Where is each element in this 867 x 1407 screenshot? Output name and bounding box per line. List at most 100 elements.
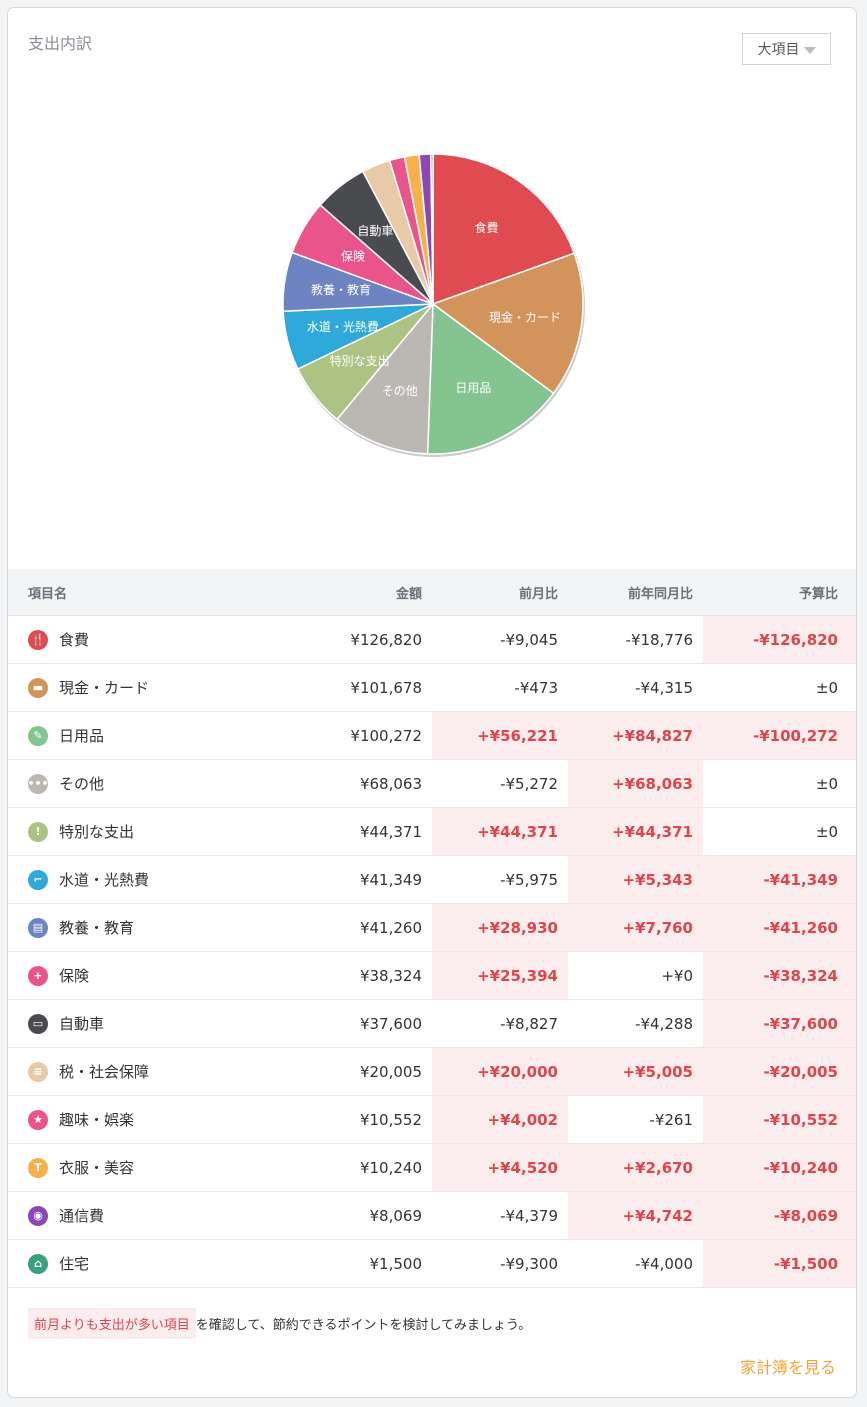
ellipsis-icon: ••• bbox=[27, 773, 49, 794]
cell-mom: -¥9,300 bbox=[500, 1254, 558, 1273]
cell-mom: +¥4,520 bbox=[432, 1144, 568, 1191]
cell-yoy: -¥18,776 bbox=[625, 630, 693, 649]
faucet-icon: ⌐ bbox=[28, 869, 48, 890]
cell-yoy: -¥261 bbox=[649, 1110, 693, 1129]
cell-amount: ¥68,063 bbox=[359, 774, 422, 793]
fork-knife-icon: 🍴 bbox=[28, 629, 48, 650]
cell-yoy: +¥44,371 bbox=[568, 808, 703, 855]
exclamation-icon: ! bbox=[28, 821, 48, 842]
category-name: 住宅 bbox=[59, 1255, 90, 1273]
cell-yoy: -¥4,315 bbox=[635, 678, 693, 697]
table-row[interactable]: ≡ 税・社会保障 ¥20,005 +¥20,000 +¥5,005 -¥20,00… bbox=[8, 1048, 856, 1096]
category-name: 趣味・娯楽 bbox=[59, 1111, 135, 1129]
table-row[interactable]: + 保険 ¥38,324 +¥25,394 +¥0 -¥38,324 bbox=[8, 952, 856, 1000]
cell-amount: ¥101,678 bbox=[350, 678, 422, 697]
cell-name: ! 特別な支出 bbox=[8, 808, 308, 855]
cell-yoy: +¥5,005 bbox=[568, 1048, 703, 1095]
pie-label: 特別な支出 bbox=[330, 353, 390, 368]
cell-yoy: +¥84,827 bbox=[568, 712, 703, 759]
cell-mom: -¥8,827 bbox=[500, 1014, 558, 1033]
pie-label: 自動車 bbox=[357, 224, 393, 238]
cell-name: ▭ 自動車 bbox=[8, 1000, 308, 1047]
category-name: 保険 bbox=[59, 967, 90, 985]
medical-icon: + bbox=[28, 965, 48, 986]
cell-name: ◉ 通信費 bbox=[8, 1192, 308, 1239]
pie-slice[interactable] bbox=[430, 153, 434, 305]
cell-name: ••• その他 bbox=[8, 760, 308, 807]
cell-budget: -¥41,349 bbox=[703, 856, 856, 903]
cell-mom: -¥473 bbox=[514, 678, 558, 697]
chevron-down-icon bbox=[803, 46, 816, 54]
category-name: 食費 bbox=[59, 631, 90, 649]
table-row[interactable]: ⌐ 水道・光熱費 ¥41,349 -¥5,975 +¥5,343 -¥41,349 bbox=[8, 856, 856, 904]
cell-name: ★ 趣味・娯楽 bbox=[8, 1096, 308, 1143]
star-icon: ★ bbox=[28, 1109, 48, 1130]
cell-budget: -¥100,272 bbox=[703, 712, 856, 759]
cell-name: ≡ 税・社会保障 bbox=[8, 1048, 308, 1095]
table-row[interactable]: ! 特別な支出 ¥44,371 +¥44,371 +¥44,371 ±0 bbox=[8, 808, 856, 856]
cell-budget: -¥1,500 bbox=[703, 1240, 856, 1287]
category-name: 水道・光熱費 bbox=[59, 871, 150, 889]
pie-label: その他 bbox=[382, 384, 418, 398]
table-row[interactable]: ▭ 自動車 ¥37,600 -¥8,827 -¥4,288 -¥37,600 bbox=[8, 1000, 856, 1048]
header-name: 項目名 bbox=[28, 586, 68, 602]
cell-budget: -¥8,069 bbox=[703, 1192, 856, 1239]
cell-yoy: -¥4,000 bbox=[635, 1254, 693, 1273]
cell-name: T 衣服・美容 bbox=[8, 1144, 308, 1191]
header-budget: 予算比 bbox=[798, 586, 838, 602]
cell-amount: ¥20,005 bbox=[359, 1062, 422, 1081]
header-mom: 前月比 bbox=[518, 586, 558, 602]
table-row[interactable]: ▬ 現金・カード ¥101,678 -¥473 -¥4,315 ±0 bbox=[8, 664, 856, 712]
cell-mom: -¥9,045 bbox=[500, 630, 558, 649]
cell-mom: +¥4,002 bbox=[432, 1096, 568, 1143]
cell-budget: -¥38,324 bbox=[703, 952, 856, 999]
table-row[interactable]: ✎ 日用品 ¥100,272 +¥56,221 +¥84,827 -¥100,27… bbox=[8, 712, 856, 760]
table-row[interactable]: ▤ 教養・教育 ¥41,260 +¥28,930 +¥7,760 -¥41,260 bbox=[8, 904, 856, 952]
category-name: 現金・カード bbox=[59, 679, 150, 697]
pie-slice[interactable] bbox=[432, 153, 576, 306]
cell-name: ✎ 日用品 bbox=[8, 712, 308, 759]
cell-yoy: +¥0 bbox=[661, 966, 693, 985]
pie-label: 現金・カード bbox=[489, 310, 561, 325]
shirt-icon: T bbox=[28, 1157, 48, 1178]
table-row[interactable]: ★ 趣味・娯楽 ¥10,552 +¥4,002 -¥261 -¥10,552 bbox=[8, 1096, 856, 1144]
cell-mom: +¥25,394 bbox=[432, 952, 568, 999]
coins-icon: ≡ bbox=[28, 1061, 48, 1082]
pie-slice[interactable] bbox=[431, 252, 584, 395]
cell-name: ▬ 現金・カード bbox=[8, 664, 308, 711]
cell-amount: ¥41,260 bbox=[359, 918, 422, 937]
pie-label: 教養・教育 bbox=[311, 282, 371, 297]
cell-yoy: -¥4,288 bbox=[635, 1014, 693, 1033]
pie-slice[interactable] bbox=[426, 302, 555, 455]
table-row[interactable]: ◉ 通信費 ¥8,069 -¥4,379 +¥4,742 -¥8,069 bbox=[8, 1192, 856, 1240]
table-row[interactable]: ••• その他 ¥68,063 -¥5,272 +¥68,063 ±0 bbox=[8, 760, 856, 808]
view-household-book-link[interactable]: 家計簿を見る bbox=[739, 1358, 836, 1377]
cell-amount: ¥41,349 bbox=[359, 870, 422, 889]
table-row[interactable]: 🍴 食費 ¥126,820 -¥9,045 -¥18,776 -¥126,820 bbox=[8, 616, 856, 664]
car-icon: ▭ bbox=[28, 1013, 48, 1034]
category-name: 特別な支出 bbox=[59, 823, 135, 841]
cell-name: ⌂ 住宅 bbox=[8, 1240, 308, 1287]
cell-yoy: +¥4,742 bbox=[568, 1192, 703, 1239]
table-row[interactable]: T 衣服・美容 ¥10,240 +¥4,520 +¥2,670 -¥10,240 bbox=[8, 1144, 856, 1192]
cell-amount: ¥100,272 bbox=[350, 726, 422, 745]
home-icon: ⌂ bbox=[28, 1253, 48, 1274]
cell-yoy: +¥7,760 bbox=[568, 904, 703, 951]
category-name: 自動車 bbox=[59, 1015, 105, 1033]
category-name: その他 bbox=[59, 775, 105, 793]
cell-budget: -¥10,552 bbox=[703, 1096, 856, 1143]
select-value: 大項目 bbox=[757, 42, 800, 58]
table-row[interactable]: ⌂ 住宅 ¥1,500 -¥9,300 -¥4,000 -¥1,500 bbox=[8, 1240, 856, 1288]
note-text: を確認して、節約できるポイントを検討してみましょう。 bbox=[195, 1318, 532, 1333]
cell-amount: ¥126,820 bbox=[350, 630, 422, 649]
pie-slice[interactable] bbox=[336, 301, 434, 455]
category-name: 日用品 bbox=[59, 727, 105, 745]
category-level-select[interactable]: 大項目 bbox=[742, 33, 831, 65]
category-name: 税・社会保障 bbox=[59, 1063, 150, 1081]
card-title: 支出内訳 bbox=[28, 34, 93, 53]
book-icon: ▤ bbox=[28, 917, 48, 938]
cell-name: ▤ 教養・教育 bbox=[8, 904, 308, 951]
cell-mom: +¥44,371 bbox=[432, 808, 568, 855]
category-name: 衣服・美容 bbox=[59, 1159, 135, 1177]
